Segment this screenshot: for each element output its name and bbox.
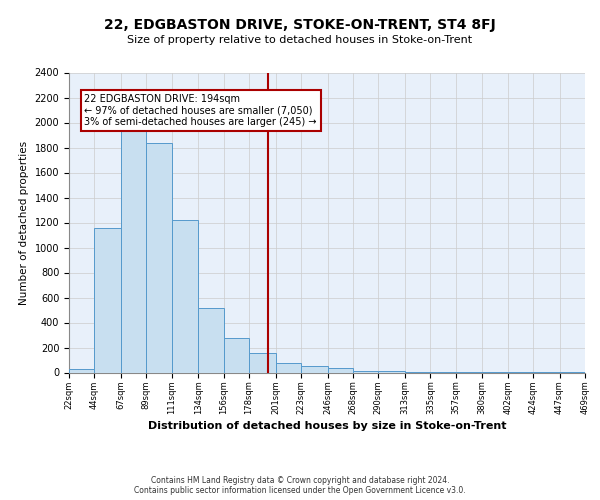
- Bar: [172, 220, 198, 372]
- Bar: [275, 362, 301, 372]
- Text: Contains public sector information licensed under the Open Government Licence v3: Contains public sector information licen…: [134, 486, 466, 495]
- Bar: [224, 338, 249, 372]
- Text: Contains HM Land Registry data © Crown copyright and database right 2024.: Contains HM Land Registry data © Crown c…: [151, 476, 449, 485]
- Text: Size of property relative to detached houses in Stoke-on-Trent: Size of property relative to detached ho…: [127, 35, 473, 45]
- Bar: [249, 353, 275, 372]
- Bar: [353, 370, 379, 372]
- Bar: [94, 228, 121, 372]
- Text: 22, EDGBASTON DRIVE, STOKE-ON-TRENT, ST4 8FJ: 22, EDGBASTON DRIVE, STOKE-ON-TRENT, ST4…: [104, 18, 496, 32]
- Bar: [379, 371, 405, 372]
- Y-axis label: Number of detached properties: Number of detached properties: [19, 140, 29, 304]
- Text: 22 EDGBASTON DRIVE: 194sqm
← 97% of detached houses are smaller (7,050)
3% of se: 22 EDGBASTON DRIVE: 194sqm ← 97% of deta…: [85, 94, 317, 126]
- Bar: [146, 142, 172, 372]
- Bar: [198, 308, 224, 372]
- Bar: [328, 368, 353, 372]
- X-axis label: Distribution of detached houses by size in Stoke-on-Trent: Distribution of detached houses by size …: [148, 421, 506, 431]
- Bar: [121, 128, 146, 372]
- Bar: [301, 366, 328, 372]
- Bar: [69, 369, 94, 372]
